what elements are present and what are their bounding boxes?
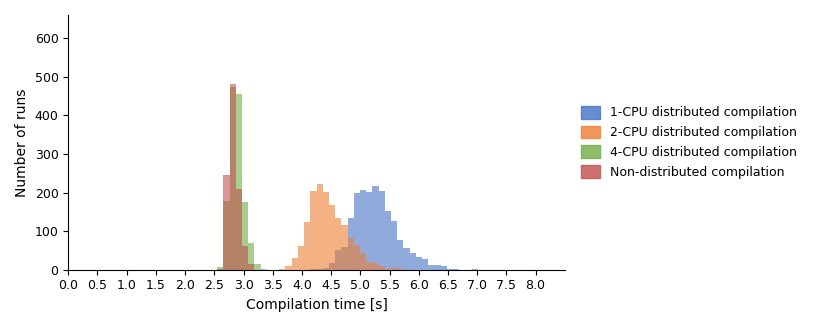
Bar <box>248 244 254 270</box>
Bar <box>335 250 341 270</box>
Bar <box>310 191 317 270</box>
Bar <box>230 84 236 270</box>
Bar <box>434 266 441 270</box>
Bar <box>329 263 335 270</box>
Bar <box>310 269 317 270</box>
Bar <box>372 186 379 270</box>
Bar <box>236 94 242 270</box>
X-axis label: Compilation time [s]: Compilation time [s] <box>245 298 388 312</box>
Bar <box>403 249 410 270</box>
Bar <box>441 266 447 270</box>
Bar <box>242 202 248 270</box>
Bar <box>304 222 310 270</box>
Bar <box>379 191 384 270</box>
Bar <box>422 259 429 270</box>
Bar <box>360 190 366 270</box>
Bar <box>398 240 403 270</box>
Bar <box>398 269 403 270</box>
Bar <box>236 189 242 270</box>
Bar <box>453 269 459 270</box>
Bar <box>223 201 230 270</box>
Bar <box>410 253 416 270</box>
Bar <box>366 192 372 270</box>
Bar <box>261 268 267 270</box>
Bar <box>317 268 323 270</box>
Bar <box>353 245 360 270</box>
Bar <box>329 205 335 270</box>
Bar <box>391 221 398 270</box>
Bar <box>335 218 341 270</box>
Bar <box>298 246 304 270</box>
Bar <box>242 246 248 270</box>
Bar <box>317 184 323 270</box>
Bar <box>372 263 379 270</box>
Bar <box>292 258 298 270</box>
Legend: 1-CPU distributed compilation, 2-CPU distributed compilation, 4-CPU distributed : 1-CPU distributed compilation, 2-CPU dis… <box>576 101 802 184</box>
Bar <box>230 87 236 270</box>
Bar <box>379 266 384 270</box>
Y-axis label: Number of runs: Number of runs <box>15 88 29 197</box>
Bar <box>391 268 398 270</box>
Bar <box>360 253 366 270</box>
Bar <box>341 247 348 270</box>
Bar <box>341 225 348 270</box>
Bar <box>279 269 285 270</box>
Bar <box>285 266 292 270</box>
Bar <box>348 238 353 270</box>
Bar <box>384 269 391 270</box>
Bar <box>429 265 434 270</box>
Bar <box>218 268 223 270</box>
Bar <box>223 175 230 270</box>
Bar <box>366 262 372 270</box>
Bar <box>472 269 478 270</box>
Bar <box>323 192 329 270</box>
Bar <box>248 264 254 270</box>
Bar <box>218 267 223 270</box>
Bar <box>348 218 353 270</box>
Bar <box>447 269 453 270</box>
Bar <box>353 193 360 270</box>
Bar <box>254 264 261 270</box>
Bar <box>416 257 422 270</box>
Bar <box>323 268 329 270</box>
Bar <box>384 211 391 270</box>
